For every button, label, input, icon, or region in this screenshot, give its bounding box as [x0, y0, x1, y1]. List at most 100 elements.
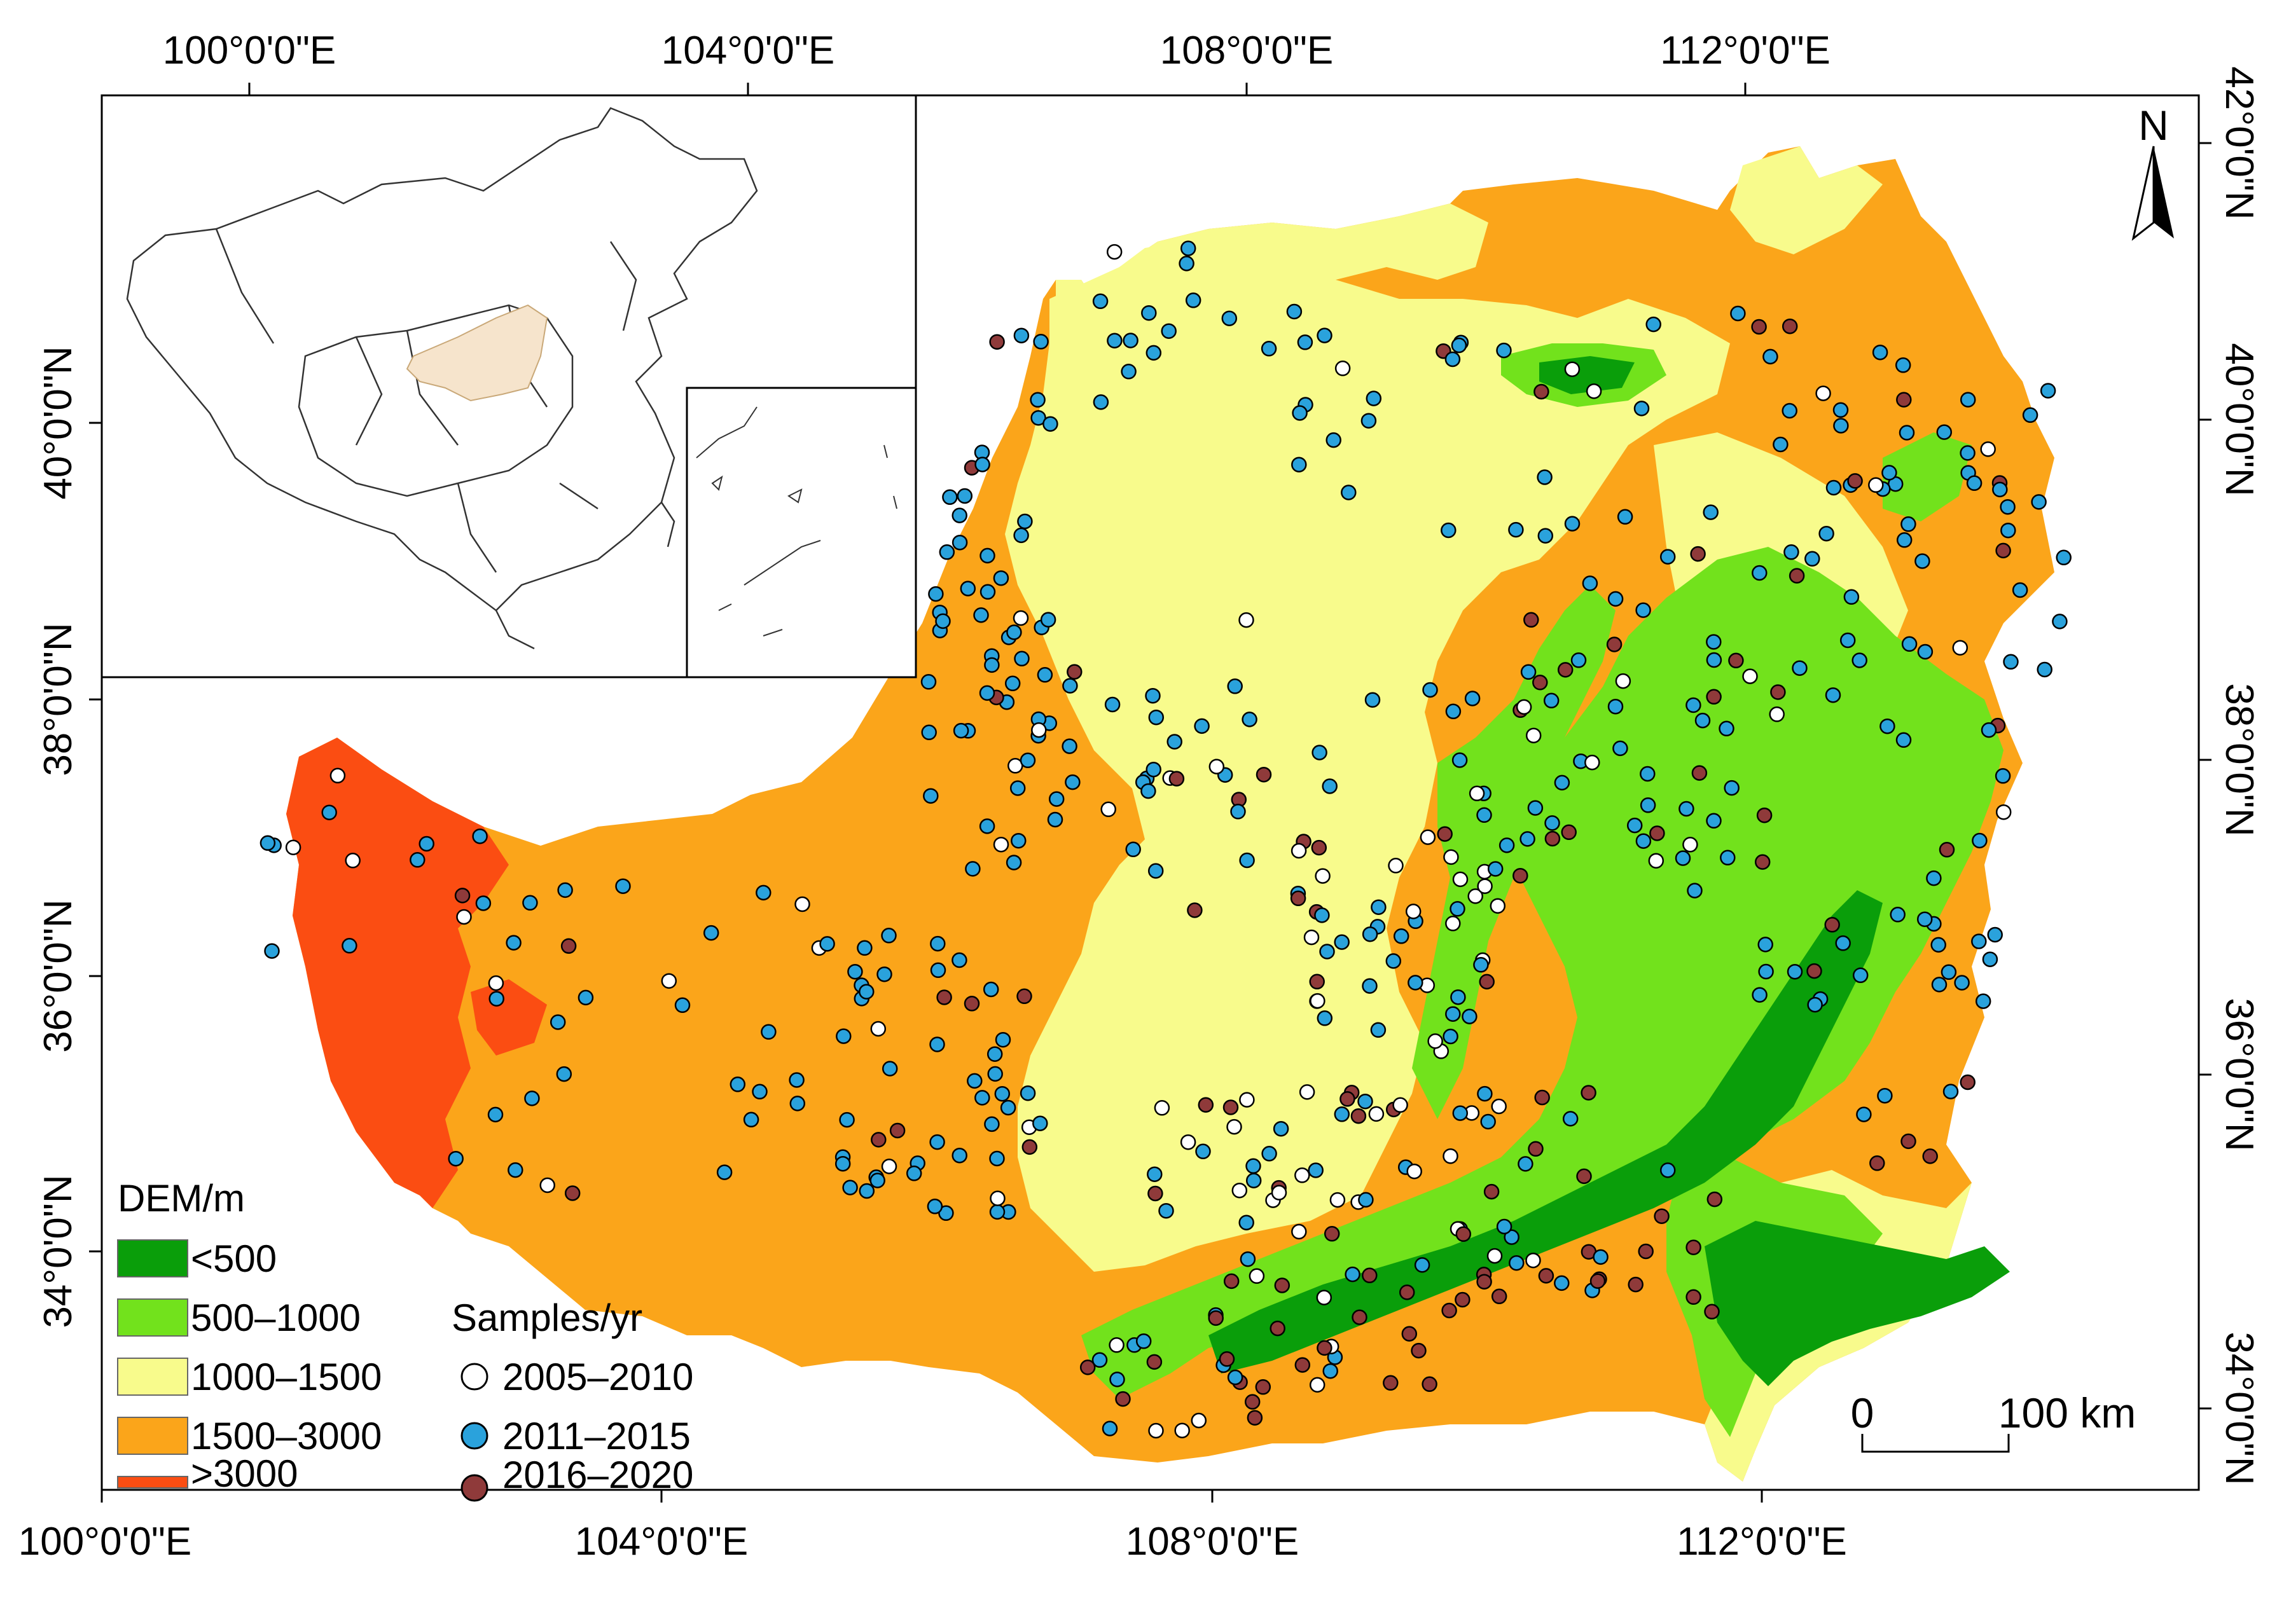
sample-point-2016-2020 [1960, 1074, 1976, 1091]
north-arrow-label: N [2138, 102, 2169, 149]
sample-point-2011-2015 [819, 936, 835, 952]
sample-point-2011-2015 [923, 788, 939, 804]
sample-marker-2016-2020 [460, 1474, 488, 1502]
bottom-tick-label: 108°0'0"E [1126, 1520, 1299, 1564]
sample-point-2011-2015 [1685, 697, 1701, 713]
sample-point-2011-2015 [1678, 801, 1694, 817]
sample-point-2011-2015 [1145, 345, 1162, 361]
sample-point-2011-2015 [965, 861, 981, 877]
sample-point-2011-2015 [842, 1180, 858, 1195]
sample-point-2011-2015 [1317, 327, 1332, 343]
sample-point-2016-2020 [1223, 1273, 1240, 1290]
sample-point-2016-2020 [1523, 612, 1539, 628]
right-tick-label: 38°0'0"N [2217, 683, 2261, 836]
sample-point-2011-2015 [993, 570, 1009, 586]
sample-point-2011-2015 [1366, 390, 1382, 406]
sample-point-2016-2020 [1806, 963, 1822, 979]
sample-point-2016-2020 [1324, 1226, 1340, 1242]
sample-point-2011-2015 [264, 943, 280, 959]
sample-point-2011-2015 [1843, 589, 1860, 605]
sample-point-2005-2010 [1031, 722, 1047, 738]
sample-point-2005-2010 [329, 767, 346, 784]
sample-point-2016-2020 [1782, 318, 1798, 334]
sample-point-2011-2015 [1480, 1113, 1496, 1130]
sample-point-2011-2015 [1261, 1146, 1277, 1162]
sample-point-2011-2015 [1462, 1008, 1478, 1024]
sample-point-2011-2015 [1092, 293, 1109, 310]
sample-point-2011-2015 [615, 878, 631, 894]
sample-point-2005-2010 [1226, 1118, 1242, 1135]
dem-lt500-henan [1705, 1221, 2010, 1386]
scale-bar [1861, 1434, 2010, 1453]
sample-point-2011-2015 [1900, 516, 1916, 532]
sample-point-2016-2020 [1544, 830, 1561, 847]
sample-point-2005-2010 [1525, 1252, 1541, 1269]
sample-point-2005-2010 [1299, 1084, 1315, 1100]
sample-point-2005-2010 [1334, 361, 1351, 376]
sample-point-2011-2015 [1125, 841, 1141, 858]
sample-point-2011-2015 [973, 607, 989, 623]
sample-point-2016-2020 [1437, 826, 1453, 842]
sample-point-2005-2010 [1443, 849, 1459, 865]
sample-point-2011-2015 [1245, 1173, 1262, 1188]
sample-point-2011-2015 [1612, 740, 1628, 757]
sample-point-2011-2015 [1782, 403, 1797, 419]
sample-point-2011-2015 [1687, 883, 1703, 898]
sample-point-2016-2020 [1900, 1133, 1916, 1150]
bottom-tick-label: 104°0'0"E [575, 1520, 748, 1564]
sample-point-2011-2015 [1345, 1266, 1360, 1283]
sample-point-2011-2015 [1364, 692, 1381, 708]
left-tick-label: 34°0'0"N [36, 1174, 80, 1328]
sample-point-2016-2020 [454, 888, 471, 904]
sample-point-2011-2015 [2037, 661, 2052, 678]
sample-point-2011-2015 [1009, 780, 1026, 796]
sample-point-2011-2015 [906, 1166, 922, 1181]
sample-point-2016-2020 [1021, 1139, 1038, 1155]
sample-point-2016-2020 [1706, 1191, 1723, 1208]
sample-marker-2011-2015 [460, 1422, 488, 1450]
sample-point-2011-2015 [952, 534, 968, 551]
sample-point-2011-2015 [1006, 855, 1022, 870]
sample-point-2016-2020 [1294, 1357, 1311, 1373]
sample-point-2016-2020 [1115, 1391, 1131, 1407]
sample-point-2011-2015 [1877, 1087, 1893, 1104]
sample-point-2016-2020 [1401, 1326, 1418, 1342]
sample-point-2011-2015 [716, 1164, 733, 1180]
sample-point-2005-2010 [1815, 385, 1831, 401]
sample-point-2005-2010 [1443, 1148, 1458, 1164]
graticule-ticks [89, 83, 2211, 1503]
sample-point-2011-2015 [789, 1096, 806, 1111]
sample-point-2011-2015 [1757, 937, 1773, 953]
dem-label-1500-3000: 1500–3000 [191, 1415, 382, 1457]
sample-point-2011-2015 [1037, 667, 1053, 683]
sample-point-2011-2015 [859, 984, 875, 1000]
sample-point-2011-2015 [1230, 804, 1246, 820]
sample-point-2011-2015 [342, 938, 357, 954]
sample-point-2011-2015 [1180, 240, 1196, 256]
dem-500-1000-northeast [1883, 432, 1972, 521]
samples-legend: Samples/yr 2005–2010 2011–2015 2016–2020 [452, 1297, 693, 1502]
sample-point-2016-2020 [1690, 546, 1706, 562]
sample-point-2016-2020 [1896, 392, 1912, 408]
sample-point-2011-2015 [1504, 1229, 1519, 1245]
sample-point-2011-2015 [1706, 634, 1722, 650]
sample-point-2011-2015 [2031, 494, 2047, 510]
sample-point-2011-2015 [756, 884, 772, 901]
sample-point-2011-2015 [1954, 975, 1970, 991]
sample-point-2005-2010 [1995, 804, 2012, 820]
sample-point-2011-2015 [960, 581, 976, 596]
sample-point-2011-2015 [938, 1205, 954, 1221]
sample-point-2016-2020 [1247, 1410, 1263, 1426]
sample-point-2011-2015 [979, 584, 996, 600]
sample-point-2011-2015 [578, 989, 594, 1006]
sample-point-2005-2010 [1467, 888, 1483, 904]
sample-point-2016-2020 [1208, 1310, 1224, 1326]
sample-point-2011-2015 [487, 1106, 504, 1123]
sample-point-2005-2010 [794, 896, 810, 912]
sample-point-2011-2015 [1141, 305, 1157, 321]
sample-point-2016-2020 [1168, 771, 1185, 787]
sample-point-2011-2015 [475, 895, 492, 911]
samples-legend-title: Samples/yr [452, 1297, 642, 1339]
sample-point-2016-2020 [1512, 867, 1528, 884]
sample-point-2011-2015 [987, 1066, 1003, 1082]
